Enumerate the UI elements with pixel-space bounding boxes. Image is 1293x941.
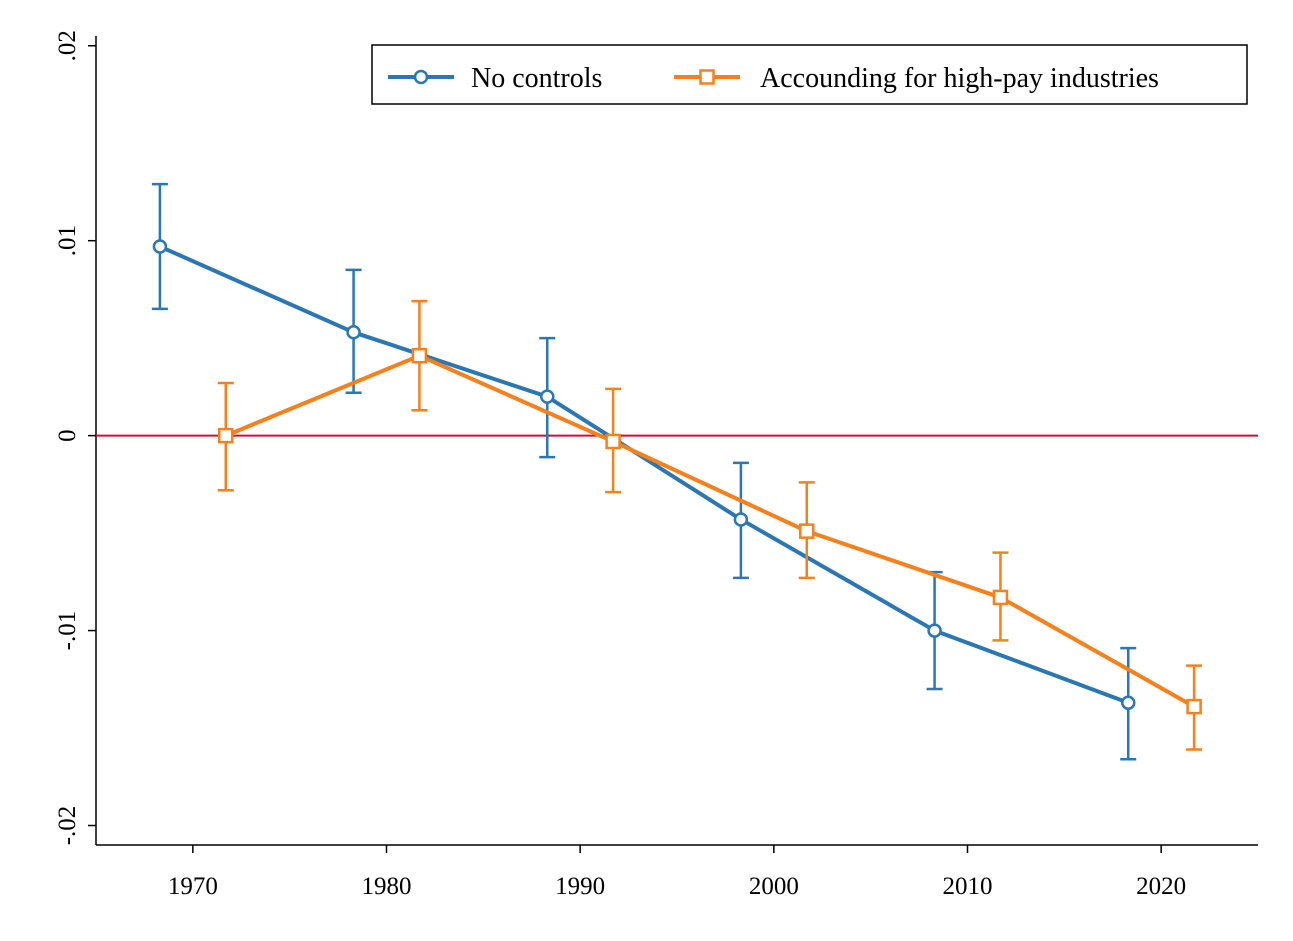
y-tick-label: -.02 — [54, 806, 81, 846]
legend-marker-circle — [413, 69, 429, 85]
data-point-square — [1186, 698, 1202, 715]
data-point-square — [799, 523, 815, 539]
x-tick-label: 1990 — [555, 873, 605, 900]
data-point-circle — [733, 512, 749, 527]
x-tick-label: 2000 — [749, 873, 799, 900]
x-tick-label: 1970 — [168, 873, 218, 900]
legend-marker-square — [699, 69, 715, 85]
x-tick-label: 2010 — [943, 873, 993, 900]
data-point-circle — [927, 623, 942, 638]
y-tick-label: .02 — [54, 30, 81, 61]
x-tick-label: 2020 — [1136, 873, 1186, 900]
series-line — [159, 244, 1129, 705]
legend-box — [371, 44, 1248, 105]
legend-label-1: Accounding for high-pay industries — [760, 63, 1159, 94]
data-point-square — [411, 347, 428, 364]
data-point-circle — [539, 389, 555, 404]
data-point-circle — [152, 239, 168, 254]
data-point-circle — [1120, 695, 1136, 710]
legend-label-0: No controls — [471, 63, 602, 94]
data-point-square — [218, 427, 234, 444]
series-line — [224, 353, 1196, 709]
data-point-square — [605, 433, 621, 450]
series-1 — [217, 299, 1203, 751]
axes: .02 .01 0 -.01 -.02 1970 1980 1990 2000 2010 2020 — [54, 30, 1258, 900]
data-point-circle — [346, 325, 361, 340]
legend: No controls Accounding for high-pay indus… — [371, 44, 1248, 105]
x-tick-label: 1980 — [362, 873, 412, 900]
series-layer — [151, 182, 1203, 761]
y-tick-label: 0 — [54, 429, 81, 442]
y-tick-label: .01 — [54, 225, 81, 256]
series-0 — [151, 182, 1137, 761]
y-tick-label: -.01 — [54, 611, 81, 651]
data-point-square — [992, 589, 1009, 606]
